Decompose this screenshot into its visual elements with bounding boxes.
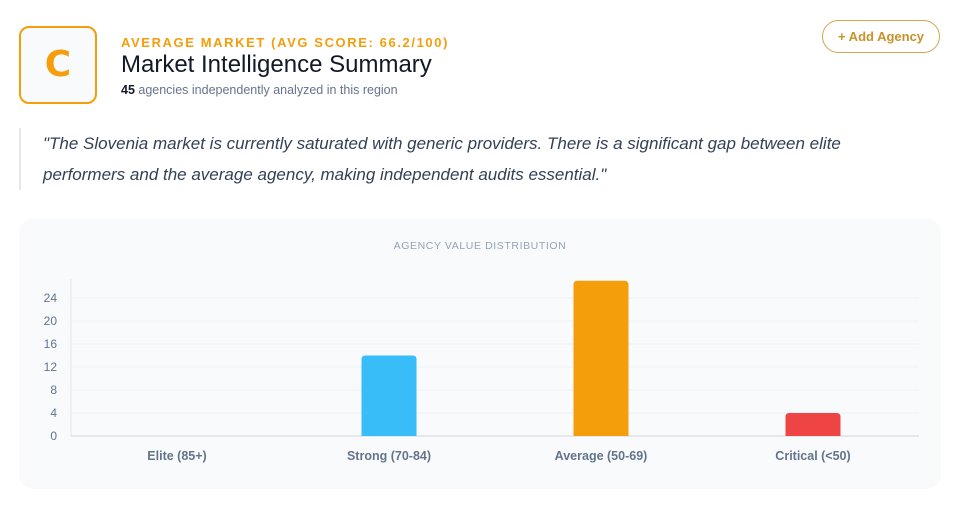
distribution-chart: 0 4 8 12 16 20 24 Elite (85+) Strong (70-84) Aver… bbox=[44, 279, 919, 463]
market-overline: AVERAGE MARKET (AVG SCORE: 66.2/100) bbox=[121, 35, 450, 50]
y-tick-label: 4 bbox=[50, 406, 57, 420]
bar-4 bbox=[785, 413, 841, 436]
category-label: Average (50-69) bbox=[555, 449, 648, 463]
category-label: Critical (<50) bbox=[775, 449, 850, 463]
y-tick-label: 16 bbox=[44, 337, 58, 351]
bar-2 bbox=[361, 355, 417, 436]
market-quote: "The Slovenia market is currently satura… bbox=[19, 128, 919, 190]
agency-count: 45 bbox=[121, 83, 135, 97]
bar-3 bbox=[573, 280, 629, 436]
agency-count-subtitle: 45 agencies independently analyzed in th… bbox=[121, 82, 449, 98]
grade-letter: C bbox=[44, 44, 72, 85]
quote-text: "The Slovenia market is currently satura… bbox=[43, 134, 841, 184]
agency-count-text: agencies independently analyzed in this … bbox=[134, 83, 398, 97]
header-block: AVERAGE MARKET (AVG SCORE: 66.2/100) Mar… bbox=[121, 35, 449, 98]
chart-title: AGENCY VALUE DISTRIBUTION bbox=[393, 240, 567, 252]
add-agency-button[interactable]: + Add Agency bbox=[822, 20, 940, 53]
distribution-chart-card: AGENCY VALUE DISTRIBUTION 0 4 8 12 16 20 24 Eli… bbox=[19, 219, 941, 489]
y-tick-label: 20 bbox=[44, 314, 58, 328]
y-tick-label: 8 bbox=[50, 383, 57, 397]
y-tick-label: 12 bbox=[44, 360, 58, 374]
category-label: Strong (70-84) bbox=[347, 449, 431, 463]
category-label: Elite (85+) bbox=[147, 449, 206, 463]
y-tick-label: 0 bbox=[50, 429, 57, 443]
page-title: Market Intelligence Summary bbox=[121, 51, 432, 78]
grade-badge: C bbox=[19, 26, 97, 104]
y-tick-label: 24 bbox=[44, 291, 58, 305]
